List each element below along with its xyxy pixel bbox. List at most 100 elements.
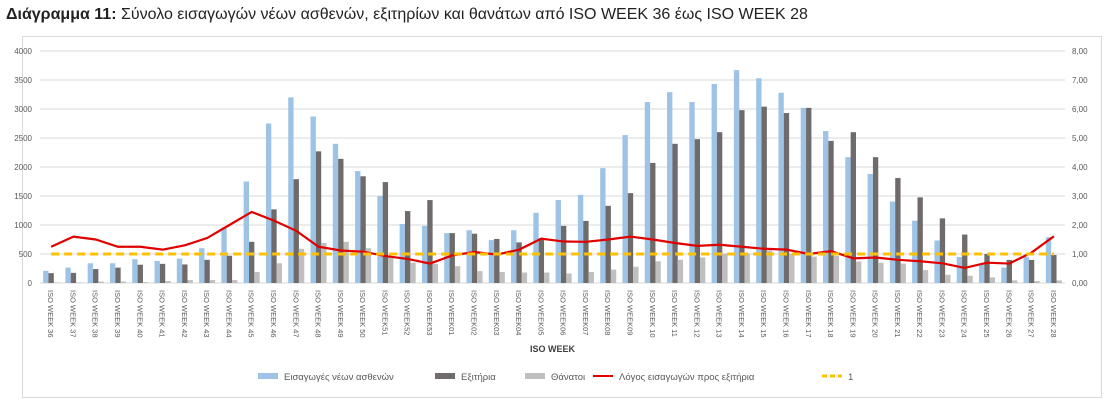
bar-discharges <box>271 209 277 283</box>
x-tick-label: ISO WEEK 26 <box>1004 290 1013 338</box>
bar-admissions <box>488 240 495 283</box>
bar-discharges <box>204 259 210 283</box>
bar-admissions <box>421 225 428 283</box>
x-tick-label: ISO WEEK 49 <box>336 290 345 338</box>
bar-admissions <box>689 102 695 283</box>
legend-label: Θάνατοι <box>551 372 585 383</box>
bar-deaths <box>989 277 996 283</box>
x-tick-label: ISO WEEK 22 <box>915 290 924 338</box>
bar-deaths <box>811 256 817 283</box>
x-tick-label: ISO WEEK 15 <box>759 290 768 338</box>
bar-deaths <box>967 275 973 283</box>
x-tick-label: ISO WEEK 38 <box>91 290 100 338</box>
bar-discharges <box>739 110 745 283</box>
x-tick-label: ISO WEEK02 <box>470 290 479 335</box>
chart-title-text: Σύνολο εισαγωγών νέων ασθενών, εξιτηρίων… <box>116 6 808 23</box>
y-tick-right: 8,00 <box>1072 47 1088 56</box>
bar-deaths <box>1034 281 1040 283</box>
bar-admissions <box>199 248 205 283</box>
bar-admissions <box>1023 256 1029 283</box>
bar-deaths <box>945 274 951 283</box>
x-tick-label: ISO WEEK 36 <box>46 290 55 338</box>
bar-admissions <box>800 107 807 283</box>
x-tick-label: ISO WEEK 19 <box>848 290 857 338</box>
bar-deaths <box>454 266 461 283</box>
bar-admissions <box>466 230 472 283</box>
bar-admissions <box>265 123 272 283</box>
bar-deaths <box>276 263 282 283</box>
x-tick-label: ISO WEEK 24 <box>960 290 969 338</box>
bar-deaths <box>53 282 60 283</box>
bar-deaths <box>254 271 260 283</box>
bar-deaths <box>922 270 929 283</box>
bar-admissions <box>867 173 873 283</box>
bar-admissions <box>355 171 361 283</box>
x-tick-label: ISO WEEK05 <box>536 290 545 335</box>
bar-deaths <box>410 262 416 283</box>
bar-discharges <box>471 233 478 283</box>
bar-discharges <box>1028 259 1035 283</box>
bar-deaths <box>321 242 327 283</box>
bar-deaths <box>165 280 171 283</box>
bar-admissions <box>756 78 762 283</box>
bar-discharges <box>716 132 723 283</box>
bar-admissions <box>243 181 250 283</box>
bar-discharges <box>984 254 990 283</box>
bar-admissions <box>667 92 673 284</box>
x-tick-label: ISO WEEK 37 <box>68 290 77 338</box>
bar-discharges <box>828 140 834 283</box>
x-tick-label: ISO WEEK 45 <box>247 290 256 338</box>
y-tick-right: 2,00 <box>1072 221 1088 230</box>
bar-admissions <box>978 264 985 283</box>
bar-discharges <box>1051 254 1057 283</box>
legend-label: Εισαγωγές νέων ασθενών <box>284 372 394 383</box>
bar-discharges <box>48 273 54 283</box>
x-tick-label: ISO WEEK 42 <box>180 290 189 338</box>
y-tick-left: 2000 <box>14 163 32 172</box>
x-tick-label: ISO WEEK 18 <box>826 290 835 338</box>
bar-deaths <box>610 269 617 283</box>
bar-admissions <box>332 143 339 283</box>
y-tick-left: 2500 <box>14 134 32 143</box>
bar-deaths <box>677 259 684 283</box>
bar-admissions <box>1045 237 1052 283</box>
bar-deaths <box>232 280 238 283</box>
bar-discharges <box>249 241 255 283</box>
bar-discharges <box>895 178 901 283</box>
bar-deaths <box>833 256 840 283</box>
y-tick-right: 6,00 <box>1072 105 1088 114</box>
bar-deaths <box>1056 280 1062 283</box>
x-axis-title: ISO WEEK <box>530 344 576 354</box>
y-tick-left: 1500 <box>14 192 32 201</box>
x-tick-label: ISO WEEK51 <box>380 290 389 335</box>
bar-deaths <box>722 253 728 283</box>
bar-discharges <box>850 132 856 283</box>
bar-discharges <box>872 157 879 283</box>
x-tick-label: ISO WEEK03 <box>492 290 501 335</box>
bar-admissions <box>65 267 71 283</box>
bar-discharges <box>783 113 790 283</box>
x-tick-label: ISO WEEK 28 <box>1049 290 1058 338</box>
x-tick-label: ISO WEEK 27 <box>1027 290 1036 338</box>
x-tick-label: ISO WEEK 23 <box>937 290 946 338</box>
bar-deaths <box>544 272 550 283</box>
bar-admissions <box>912 220 918 283</box>
y-tick-right: 7,00 <box>1072 76 1088 85</box>
x-tick-label: ISO WEEK 20 <box>871 290 880 338</box>
x-tick-label: ISO WEEK 43 <box>202 290 211 338</box>
y-tick-right: 1,00 <box>1072 250 1088 259</box>
bar-discharges <box>93 269 99 283</box>
bar-discharges <box>516 242 522 283</box>
bar-discharges <box>962 234 968 283</box>
chart-title: Διάγραμμα 11: Σύνολο εισαγωγών νέων ασθε… <box>6 6 808 24</box>
x-tick-label: ISO WEEK 12 <box>692 290 701 338</box>
y-tick-left: 500 <box>19 250 33 259</box>
bar-discharges <box>939 218 946 283</box>
x-tick-label: ISO WEEK 13 <box>715 290 724 338</box>
x-tick-label: ISO WEEK 46 <box>269 290 278 338</box>
bar-deaths <box>298 248 305 283</box>
x-tick-label: ISO WEEK 16 <box>781 290 790 338</box>
bar-discharges <box>917 197 923 283</box>
bar-deaths <box>789 253 795 283</box>
bar-discharges <box>382 182 389 283</box>
